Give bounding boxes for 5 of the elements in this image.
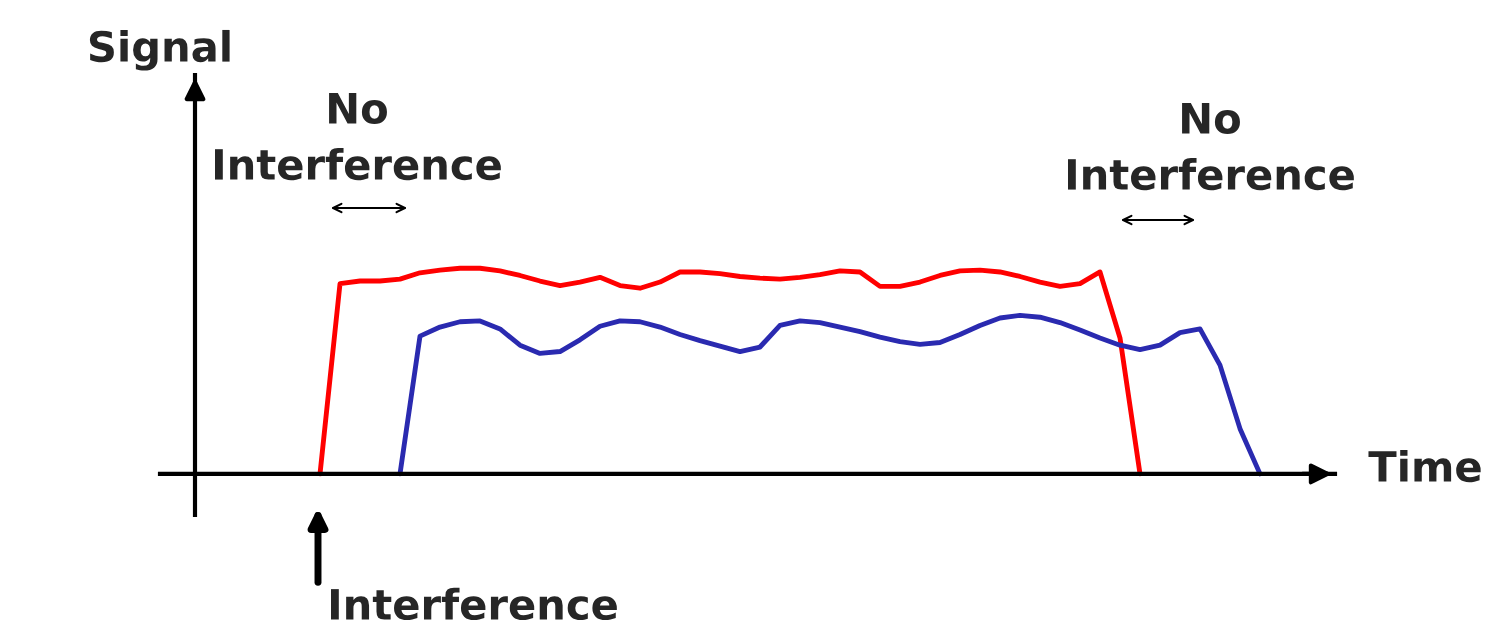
text: No Interference bbox=[1067, 103, 1354, 191]
text: Interference bbox=[330, 587, 617, 621]
y-axis-title: Signal bbox=[89, 29, 230, 71]
x-axis-title: Time bbox=[1368, 449, 1481, 483]
text: No Interference bbox=[214, 93, 501, 181]
